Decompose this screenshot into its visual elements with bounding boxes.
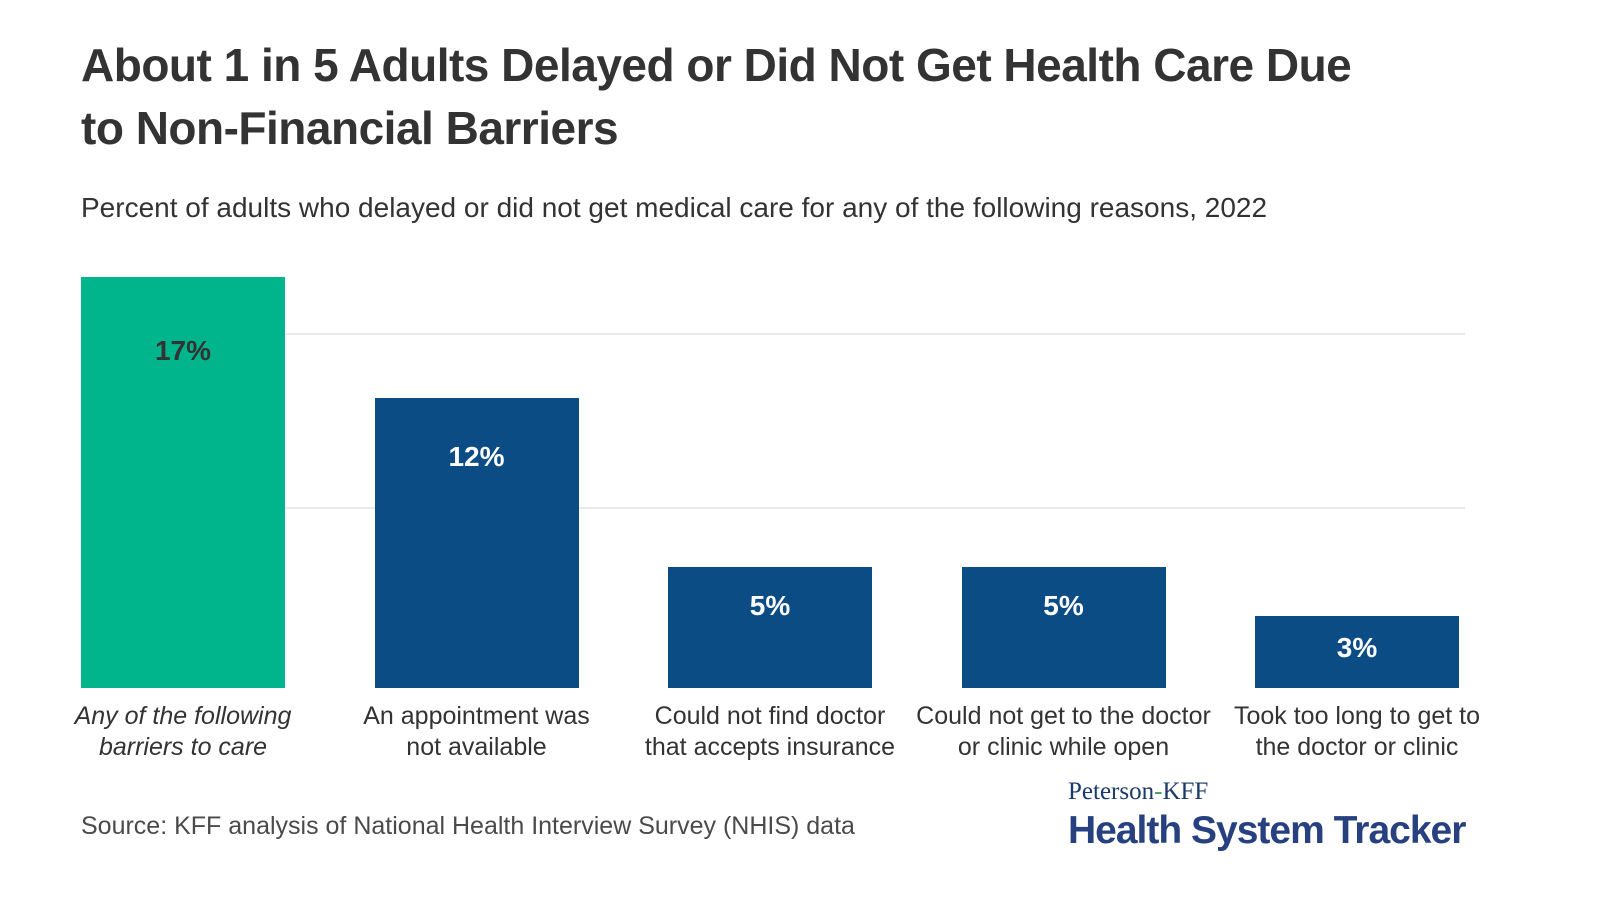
bar-group: 12% An appointment was not available [363, 270, 590, 761]
plot-area: 17% Any of the following barriers to care… [75, 270, 1480, 761]
bar-category-line: or clinic while open [957, 733, 1170, 761]
bar: 5% [961, 567, 1166, 688]
bar-category-line: An appointment was [363, 702, 590, 730]
bar-category-line: the doctor or clinic [1255, 733, 1459, 761]
bar-value-label: 12% [448, 440, 505, 472]
bar-category-line: Could not find doctor [654, 702, 886, 730]
brand-kff-text: KFF [1162, 778, 1209, 805]
brand-logo-peterson-kff: Peterson-KFF [1068, 778, 1465, 806]
chart-title-line-1: About 1 in 5 Adults Delayed or Did Not G… [81, 39, 1352, 91]
bar-value-label: 5% [1043, 589, 1084, 621]
bar-value-label: 5% [749, 589, 791, 621]
bar-group: 5% Could not get to the doctor or clinic … [916, 270, 1211, 761]
bar-category-label: Any of the following barriers to care [27, 701, 339, 763]
gridline [81, 507, 1465, 510]
gridline [81, 333, 1465, 336]
bar: 12% [374, 398, 579, 688]
brand-logo-health-system-tracker: Health System Tracker [1068, 809, 1466, 852]
bar-group: 5% Could not find doctor that accepts ins… [645, 270, 895, 761]
bar-category-line: Any of the following [74, 702, 292, 730]
bar-category-line: not available [406, 733, 547, 761]
bar: 3% [1255, 615, 1459, 688]
bar-category-label: Took too long to get to the doctor or cli… [1201, 701, 1513, 763]
bar-group: 17% Any of the following barriers to care [75, 270, 291, 761]
bar-category-line: Could not get to the doctor [916, 702, 1211, 730]
bar: 17% [81, 277, 285, 688]
brand-peterson-text: Peterson [1068, 778, 1155, 805]
bar-category-line: barriers to care [98, 733, 268, 761]
bar-value-label: 3% [1336, 632, 1378, 664]
bar-category-label: Could not find doctor that accepts insura… [614, 701, 926, 763]
bar: 5% [668, 567, 872, 688]
bar-category-line: Took too long to get to [1233, 702, 1480, 730]
brand-hyphen: - [1154, 778, 1163, 805]
bar-category-label: Could not get to the doctor or clinic whi… [908, 701, 1220, 763]
bar-category-line: that accepts insurance [644, 733, 896, 761]
chart-title: About 1 in 5 Adults Delayed or Did Not G… [81, 34, 1352, 160]
source-note: Source: KFF analysis of National Health … [81, 812, 855, 840]
chart-subtitle: Percent of adults who delayed or did not… [81, 192, 1268, 223]
bar-group: 3% Took too long to get to the doctor or … [1234, 270, 1480, 761]
bar-category-label: An appointment was not available [321, 701, 633, 763]
brand-logo: Peterson-KFF Health System Tracker [1068, 778, 1466, 854]
bar-value-label: 17% [154, 334, 212, 366]
chart-title-line-2: to Non-Financial Barriers [81, 102, 619, 154]
